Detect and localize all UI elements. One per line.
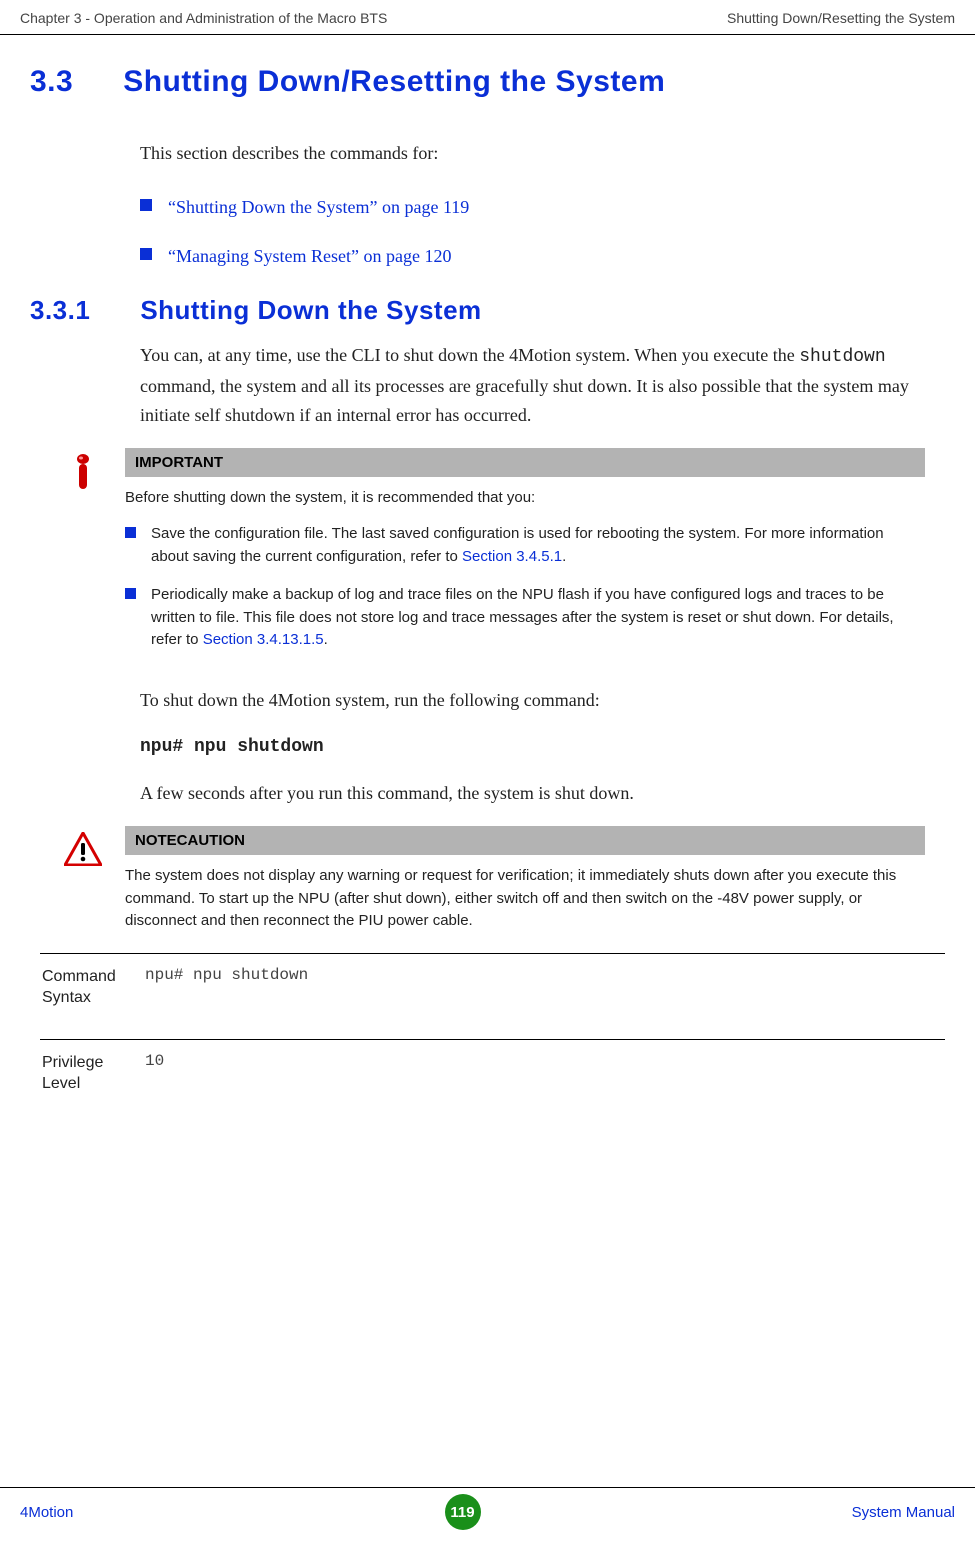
important-content: IMPORTANT Before shutting down the syste… [125,448,945,668]
section-title: 3.3 Shutting Down/Resetting the System [30,65,945,99]
row-label: Privilege Level [40,1052,135,1095]
subsection-number: 3.3.1 [30,295,90,326]
text-run: . [562,548,566,565]
important-body: Before shutting down the system, it is r… [125,487,925,652]
important-callout: IMPORTANT Before shutting down the syste… [60,448,945,668]
caution-content: NOTECAUTION The system does not display … [125,826,945,933]
caution-body: The system does not display any warning … [125,865,925,933]
paragraph: To shut down the 4Motion system, run the… [140,686,945,715]
text-run: You can, at any time, use the CLI to shu… [140,345,799,365]
row-value: 10 [135,1052,164,1095]
important-intro: Before shutting down the system, it is r… [125,487,925,510]
header-left: Chapter 3 - Operation and Administration… [20,10,387,26]
important-list: Save the configuration file. The last sa… [125,523,925,652]
caution-callout: NOTECAUTION The system does not display … [60,826,945,933]
section-heading-text: Shutting Down/Resetting the System [123,65,665,99]
list-item: “Shutting Down the System” on page 119 [140,193,945,222]
page-number-badge: 119 [445,1494,481,1530]
page-footer: 4Motion 119 System Manual [0,1487,975,1530]
list-item: Save the configuration file. The last sa… [125,523,925,568]
footer-right: System Manual [852,1504,955,1521]
table-row: Privilege Level 10 [40,1039,945,1125]
caution-heading: NOTECAUTION [125,826,925,855]
inline-code: shutdown [799,347,885,367]
important-heading: IMPORTANT [125,448,925,477]
cross-ref-link[interactable]: “Managing System Reset” on page 120 [168,246,451,266]
paragraph: You can, at any time, use the CLI to shu… [140,341,945,429]
body-block: This section describes the commands for:… [140,139,945,270]
table-row: Command Syntax npu# npu shutdown [40,953,945,1039]
intro-paragraph: This section describes the commands for: [140,139,945,168]
cross-ref-link[interactable]: “Shutting Down the System” on page 119 [168,197,469,217]
top-link-list: “Shutting Down the System” on page 119 “… [140,193,945,271]
command-line: npu# npu shutdown [140,733,945,762]
row-value: npu# npu shutdown [135,966,308,1009]
cross-ref-link[interactable]: Section 3.4.5.1 [462,548,562,565]
header-right: Shutting Down/Resetting the System [727,10,955,26]
page-header: Chapter 3 - Operation and Administration… [0,0,975,35]
cross-ref-link[interactable]: Section 3.4.13.1.5 [203,631,324,648]
subsection-title: 3.3.1 Shutting Down the System [30,295,945,326]
warning-icon [60,826,105,933]
text-run: command, the system and all its processe… [140,376,909,425]
list-item: “Managing System Reset” on page 120 [140,242,945,271]
section-number: 3.3 [30,65,73,99]
list-item: Periodically make a backup of log and tr… [125,584,925,652]
subsection-heading-text: Shutting Down the System [140,295,481,326]
paragraph: A few seconds after you run this command… [140,779,945,808]
content-area: 3.3 Shutting Down/Resetting the System T… [0,35,975,1125]
important-icon [60,448,105,668]
footer-left: 4Motion [20,1504,73,1521]
body-block: To shut down the 4Motion system, run the… [140,686,945,808]
row-label: Command Syntax [40,966,135,1009]
text-run: . [324,631,328,648]
body-block: You can, at any time, use the CLI to shu… [140,341,945,429]
command-info-table: Command Syntax npu# npu shutdown Privile… [40,953,945,1125]
